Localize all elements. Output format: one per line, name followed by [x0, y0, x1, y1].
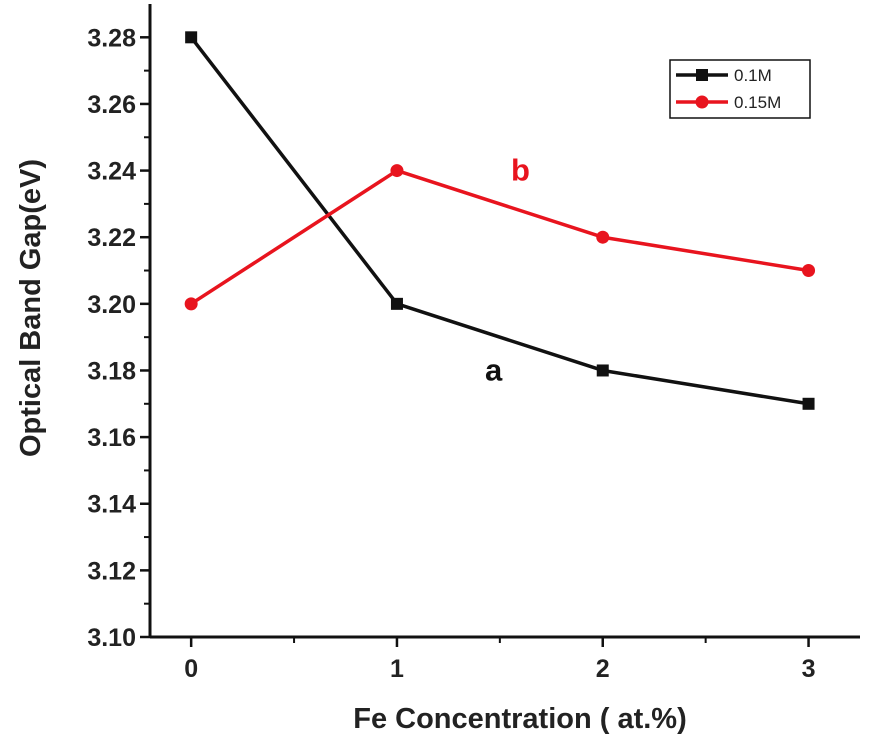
data-point-0.15M — [802, 264, 816, 278]
tick-marks: 3.10 3.12 3.14 3.16 3.18 3.20 3.22 3.24 3.26 3.28… — [87, 24, 815, 683]
x-tick-label: 1 — [390, 655, 404, 683]
annotation-b: b — [511, 153, 530, 188]
data-point-0.1M — [596, 364, 609, 377]
data-point-0.15M — [596, 230, 610, 244]
x-tick-label: 3 — [802, 655, 816, 683]
series-line-0.1M — [189, 36, 809, 406]
y-tick-label: 3.26 — [87, 91, 136, 119]
y-tick-label: 3.12 — [87, 557, 136, 585]
data-point-0.15M — [184, 297, 198, 311]
legend-label-0.15M: 0.15M — [734, 93, 781, 112]
legend-label-0.1M: 0.1M — [734, 66, 772, 85]
y-tick-label: 3.28 — [87, 24, 136, 52]
plot-axes — [148, 4, 860, 639]
y-axis-label: Optical Band Gap(eV) — [15, 159, 47, 457]
x-tick-label: 2 — [596, 655, 610, 683]
y-tick-label: 3.22 — [87, 224, 136, 252]
series-line-0.15M — [190, 168, 809, 306]
data-series — [184, 31, 816, 410]
legend-marker-0.15M — [695, 95, 709, 109]
y-tick-label: 3.14 — [87, 491, 136, 519]
y-tick-label: 3.24 — [87, 158, 136, 186]
y-tick-label: 3.20 — [87, 291, 136, 319]
data-point-0.1M — [390, 297, 403, 310]
y-tick-label: 3.10 — [87, 624, 136, 652]
data-point-0.15M — [390, 164, 404, 178]
x-tick-label: 0 — [184, 655, 198, 683]
y-tick-label: 3.18 — [87, 357, 136, 385]
annotation-a: a — [485, 352, 503, 387]
x-axis-label: Fe Concentration ( at.%) — [353, 703, 687, 735]
data-point-0.1M — [185, 31, 198, 44]
legend-marker-0.1M — [696, 69, 708, 81]
annotations: ab — [485, 153, 530, 388]
legend: 0.1M 0.15M — [669, 59, 811, 119]
legend-box — [669, 59, 811, 119]
data-point-0.1M — [802, 397, 815, 410]
y-tick-label: 3.16 — [87, 424, 136, 452]
